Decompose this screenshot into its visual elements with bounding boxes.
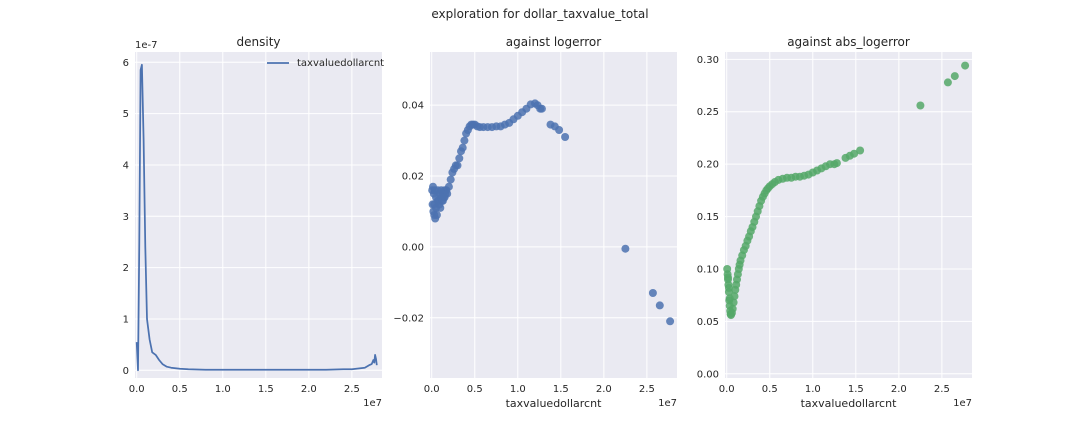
logerror-title: against logerror: [506, 35, 601, 49]
scatter-point: [648, 289, 657, 297]
scatter-point: [950, 72, 959, 81]
y-tick-label: 4: [123, 160, 129, 171]
scatter-point: [455, 154, 464, 163]
scatter-point: [621, 244, 630, 253]
abs-logerror-axes-background: [725, 52, 972, 378]
x-tick-label: 1.0: [510, 384, 526, 395]
abs-logerror-marks: [723, 61, 970, 320]
x-tick-label: 0.0: [129, 384, 145, 395]
y-tick-label: 0: [123, 366, 129, 377]
x-tick-label: 2.5: [934, 384, 950, 395]
scatter-point: [432, 211, 441, 219]
y-tick-label: 0.04: [402, 101, 424, 112]
x-tick-label: 2.5: [639, 384, 655, 395]
logerror-x-offset-label: 1e7: [658, 398, 677, 409]
y-tick-label: 0.05: [697, 317, 719, 328]
density-title: density: [237, 35, 281, 49]
x-tick-label: 1.0: [805, 384, 821, 395]
y-tick-label: 6: [123, 58, 129, 69]
abs-logerror-panel: 0.0 0.5 1.0 1.5 2.0 2.5 0.00 0.05 0.10 0.15 0.20 0.…: [697, 35, 972, 410]
y-tick-label: 0.00: [402, 242, 424, 253]
scatter-point: [724, 273, 732, 282]
scatter-point: [561, 133, 570, 141]
x-tick-label: 2.5: [344, 384, 360, 395]
logerror-marks: [428, 99, 675, 326]
x-tick-label: 1.0: [215, 384, 231, 395]
y-tick-label: 3: [123, 212, 129, 223]
scatter-point: [458, 143, 467, 152]
scatter-point: [850, 149, 859, 158]
density-panel: 0.0 0.5 1.0 1.5 2.0 2.5 0 1 2 3 4 5 6 density 1e7 1e…: [123, 35, 385, 409]
y-tick-label: 0.10: [697, 264, 719, 275]
density-x-offset-label: 1e7: [363, 398, 382, 409]
abs-logerror-x-offset-label: 1e7: [953, 398, 972, 409]
x-tick-label: 0.5: [172, 384, 188, 395]
scatter-point: [856, 146, 865, 155]
scatter-point: [446, 175, 455, 184]
scatter-point: [460, 136, 469, 145]
logerror-x-axis-label: taxvaluedollarcnt: [506, 397, 602, 410]
logerror-ticks: 0.0 0.5 1.0 1.5 2.0 2.5 −0.02 0.00 0.02 0.04: [393, 101, 654, 395]
logerror-axes-background: [430, 52, 677, 378]
density-legend-label: taxvaluedollarcnt: [297, 58, 384, 69]
x-tick-label: 2.0: [891, 384, 907, 395]
y-tick-label: −0.02: [393, 313, 424, 324]
x-tick-label: 0.5: [467, 384, 483, 395]
x-tick-label: 1.5: [553, 384, 569, 395]
scatter-point: [444, 182, 453, 191]
scatter-point: [728, 304, 737, 313]
x-tick-label: 1.5: [258, 384, 274, 395]
density-axes-background: [135, 52, 382, 378]
y-tick-label: 0.15: [697, 212, 719, 223]
series-line: [135, 63, 378, 372]
abs-logerror-title: against abs_logerror: [787, 35, 910, 49]
density-legend: taxvaluedollarcnt: [267, 58, 384, 69]
scatter-point: [655, 301, 664, 310]
scatter-point: [916, 101, 925, 110]
x-tick-label: 0.0: [424, 384, 440, 395]
abs-logerror-ticks: 0.0 0.5 1.0 1.5 2.0 2.5 0.00 0.05 0.10 0.15 0.20 0.…: [697, 55, 950, 395]
scatter-point: [453, 161, 462, 170]
suptitle: exploration for dollar_taxvalue_total: [431, 7, 648, 21]
scatter-point: [724, 283, 733, 292]
y-tick-label: 5: [123, 109, 129, 120]
y-tick-label: 1: [123, 314, 129, 325]
scatter-point: [440, 193, 449, 202]
density-y-offset-label: 1e-7: [135, 40, 158, 51]
x-tick-label: 2.0: [596, 384, 612, 395]
abs-logerror-grid: [725, 52, 972, 378]
scatter-point: [832, 159, 841, 168]
y-tick-label: 0.02: [402, 172, 424, 183]
scatter-point: [725, 294, 734, 303]
logerror-panel: 0.0 0.5 1.0 1.5 2.0 2.5 −0.02 0.00 0.02 0.04 agai…: [393, 35, 677, 410]
x-tick-label: 0.0: [719, 384, 735, 395]
scatter-point: [943, 78, 952, 87]
density-grid: [135, 52, 382, 378]
scatter-point: [961, 61, 970, 70]
y-tick-label: 2: [123, 263, 129, 274]
density-marks: [135, 63, 378, 372]
scatter-point: [666, 317, 675, 326]
x-tick-label: 1.5: [848, 384, 864, 395]
y-tick-label: 0.25: [697, 107, 719, 118]
scatter-point: [537, 104, 546, 113]
density-ticks: 0.0 0.5 1.0 1.5 2.0 2.5 0 1 2 3 4 5 6: [123, 58, 360, 395]
y-tick-label: 0.00: [697, 369, 719, 380]
abs-logerror-x-axis-label: taxvaluedollarcnt: [801, 397, 897, 410]
y-tick-label: 0.30: [697, 55, 719, 66]
scatter-point: [555, 126, 564, 134]
x-tick-label: 0.5: [762, 384, 778, 395]
y-tick-label: 0.20: [697, 160, 719, 171]
x-tick-label: 2.0: [301, 384, 317, 395]
